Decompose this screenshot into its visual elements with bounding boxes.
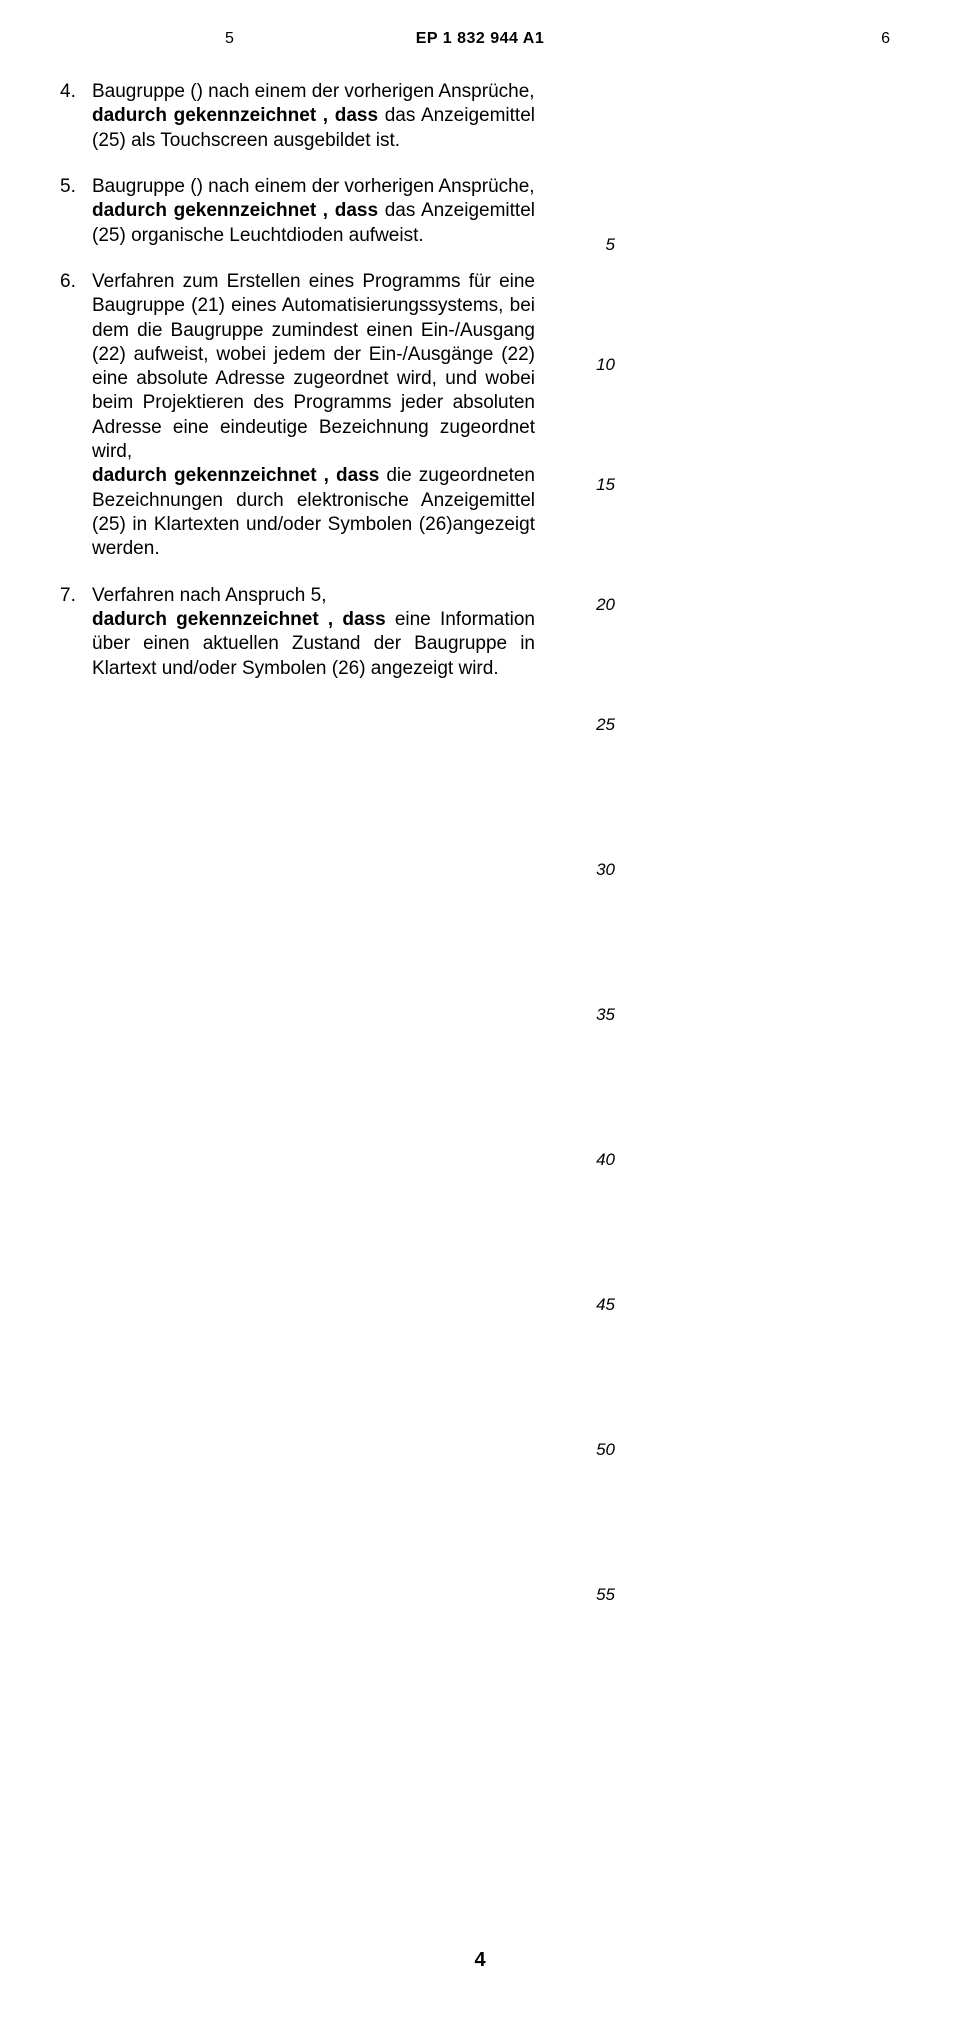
header-right-col-number: 6 — [881, 30, 890, 48]
line-number-marker: 50 — [596, 1440, 615, 1460]
claim-body-before: Baugruppe () nach einem der vorherigen A… — [92, 176, 535, 197]
line-number-marker: 45 — [596, 1295, 615, 1315]
claim-text: Verfahren zum Erstellen eines Programms … — [92, 270, 535, 562]
claim-body-before: Baugruppe () nach einem der vorherigen A… — [92, 81, 535, 102]
line-number-marker: 5 — [606, 235, 615, 255]
claim-text: Baugruppe () nach einem der vorherigen A… — [92, 175, 535, 248]
page-number: 4 — [474, 1949, 485, 1972]
claim-text: Verfahren nach Anspruch 5, dadurch geken… — [92, 584, 535, 681]
claim-item: 5. Baugruppe () nach einem der vorherige… — [60, 175, 535, 248]
claim-item: 4. Baugruppe () nach einem der vorherige… — [60, 80, 535, 153]
claim-emphasized: dadurch gekennzeichnet , dass — [92, 465, 379, 486]
claims-column: 4. Baugruppe () nach einem der vorherige… — [60, 80, 565, 703]
claim-body-before: Verfahren nach Anspruch 5, — [92, 585, 327, 606]
line-number-marker: 40 — [596, 1150, 615, 1170]
claim-emphasized: dadurch gekennzeichnet , dass — [92, 105, 378, 126]
content-area: 4. Baugruppe () nach einem der vorherige… — [60, 80, 900, 703]
claim-text: Baugruppe () nach einem der vorherigen A… — [92, 80, 535, 153]
line-number-marker: 20 — [596, 595, 615, 615]
line-numbers-column: 510152025303540455055 — [565, 80, 625, 703]
claim-number: 5. — [60, 175, 92, 248]
claim-emphasized: dadurch gekennzeichnet , dass — [92, 609, 386, 630]
line-number-marker: 10 — [596, 355, 615, 375]
claim-body-before: Verfahren zum Erstellen eines Programms … — [92, 271, 535, 462]
claim-number: 7. — [60, 584, 92, 681]
line-number-marker: 25 — [596, 715, 615, 735]
claim-item: 6. Verfahren zum Erstellen eines Program… — [60, 270, 535, 562]
claim-number: 4. — [60, 80, 92, 153]
line-number-marker: 55 — [596, 1585, 615, 1605]
line-number-marker: 35 — [596, 1005, 615, 1025]
header-left-col-number: 5 — [225, 30, 234, 48]
document-number: EP 1 832 944 A1 — [416, 30, 544, 48]
line-number-marker: 15 — [596, 475, 615, 495]
claim-number: 6. — [60, 270, 92, 562]
claim-emphasized: dadurch gekennzeichnet , dass — [92, 200, 378, 221]
claim-item: 7. Verfahren nach Anspruch 5, dadurch ge… — [60, 584, 535, 681]
line-number-marker: 30 — [596, 860, 615, 880]
